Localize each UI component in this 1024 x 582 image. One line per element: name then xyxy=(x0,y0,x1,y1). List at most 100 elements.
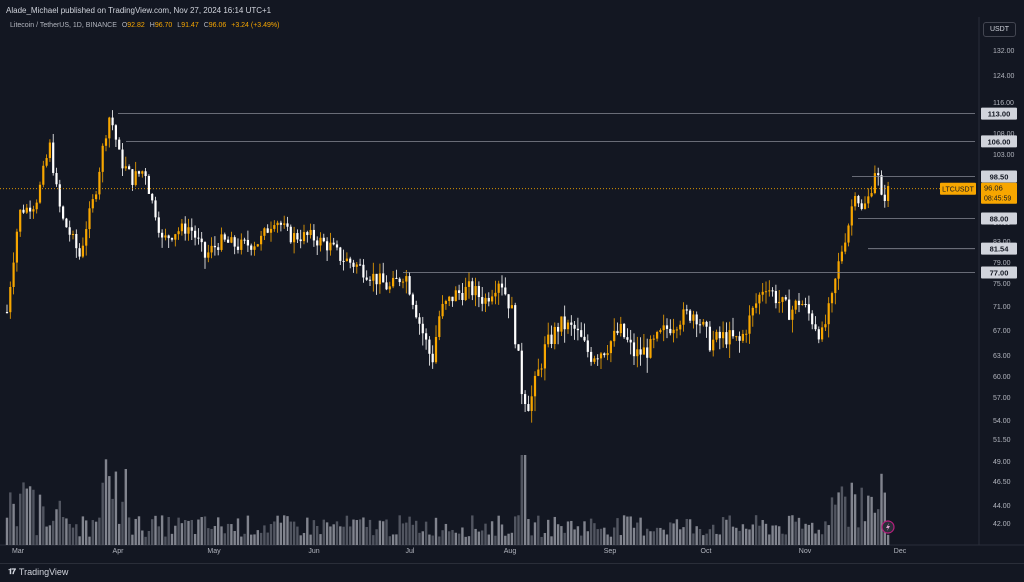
price-tick-label: 75.00 xyxy=(993,281,1011,288)
volume-bar xyxy=(124,469,127,545)
candle-body xyxy=(243,239,246,241)
candle-body xyxy=(78,248,81,257)
volume-bar xyxy=(758,525,761,545)
volume-bar xyxy=(236,518,240,545)
volume-bar xyxy=(48,525,52,545)
candle-body xyxy=(101,145,104,172)
price-chart[interactable]: 132.00124.00116.00108.00103.0095.0087.00… xyxy=(0,17,1024,564)
candle-body xyxy=(200,238,203,243)
candle-body xyxy=(626,337,629,340)
high-label: H xyxy=(149,22,155,29)
candle-body xyxy=(715,331,718,340)
candle-body xyxy=(448,296,451,302)
volume-bar xyxy=(391,534,395,545)
candle-body xyxy=(741,333,744,341)
volume-bar xyxy=(448,531,451,545)
candle-body xyxy=(854,195,857,207)
level-tag-label: 81.54 xyxy=(990,245,1010,254)
candle-body xyxy=(263,228,266,236)
symbol-name: Litecoin / TetherUS, 1D, BINANCE xyxy=(10,22,117,29)
volume-bar xyxy=(137,516,141,545)
candle-body xyxy=(708,326,711,351)
volume-bar xyxy=(61,517,65,545)
candle-body xyxy=(58,184,61,207)
volume-bar xyxy=(438,536,441,545)
candle-body xyxy=(764,291,768,293)
candle-body xyxy=(312,229,315,241)
candle-body xyxy=(194,230,197,238)
volume-bar xyxy=(880,473,883,545)
candle-body xyxy=(821,327,824,340)
symbol-tag-label: LTCUSDT xyxy=(942,187,974,194)
candle-body xyxy=(434,336,438,363)
volume-bar xyxy=(778,526,781,545)
volume-bar xyxy=(213,525,217,545)
volume-bar xyxy=(35,535,38,545)
candle-body xyxy=(873,173,876,194)
candle-body xyxy=(227,239,230,243)
tradingview-logo[interactable]: 𝟏𝟕 TradingView xyxy=(8,567,68,577)
volume-bar xyxy=(352,519,355,545)
volume-bar xyxy=(114,471,118,545)
countdown-label: 08:45:59 xyxy=(984,196,1011,203)
candle-body xyxy=(137,171,141,174)
candle-body xyxy=(269,228,273,233)
candle-body xyxy=(9,286,12,313)
volume-bar xyxy=(863,521,867,545)
volume-bar xyxy=(533,522,537,545)
volume-bar xyxy=(217,517,220,545)
tradingview-brand: TradingView xyxy=(18,567,69,577)
volume-bar xyxy=(65,518,68,545)
candle-body xyxy=(157,217,160,233)
volume-bar xyxy=(705,533,708,545)
volume-bar xyxy=(481,530,484,545)
candle-body xyxy=(75,233,78,249)
volume-bar xyxy=(563,532,566,545)
currency-button[interactable]: USDT xyxy=(982,22,1016,37)
volume-bar xyxy=(804,523,807,545)
candle-body xyxy=(867,196,870,204)
candle-body xyxy=(283,223,286,225)
volume-bar xyxy=(811,522,814,545)
price-tick-label: 63.00 xyxy=(993,353,1011,360)
volume-bar xyxy=(576,526,580,545)
candle-body xyxy=(672,329,675,334)
volume-bar xyxy=(830,497,834,545)
volume-bar xyxy=(71,527,75,545)
volume-bar xyxy=(174,525,177,545)
volume-bar xyxy=(415,520,418,545)
level-tag-label: 88.00 xyxy=(990,215,1009,224)
volume-bar xyxy=(827,525,830,545)
volume-bar xyxy=(75,524,78,545)
candle-body xyxy=(147,176,150,194)
volume-bar xyxy=(566,521,570,545)
volume-bar xyxy=(421,531,424,545)
candle-body xyxy=(712,339,715,351)
candle-body xyxy=(170,238,174,240)
volume-bar xyxy=(530,535,533,545)
price-tick-label: 51.50 xyxy=(993,437,1011,444)
volume-bar xyxy=(500,524,504,545)
chart-area[interactable]: 132.00124.00116.00108.00103.0095.0087.00… xyxy=(0,17,1024,564)
volume-bar xyxy=(537,515,540,545)
volume-bar xyxy=(540,536,543,545)
candle-body xyxy=(108,117,111,139)
candle-body xyxy=(45,158,48,166)
volume-bar xyxy=(101,482,104,545)
volume-bar xyxy=(520,455,523,545)
volume-bar xyxy=(457,533,461,545)
volume-bar xyxy=(847,526,850,545)
candle-body xyxy=(507,294,510,309)
volume-bar xyxy=(497,515,500,545)
candle-body xyxy=(418,317,421,324)
volume-bar xyxy=(477,531,481,545)
candle-body xyxy=(487,297,490,302)
candle-body xyxy=(279,222,282,225)
candle-body xyxy=(599,353,603,359)
level-tag-label: 113.00 xyxy=(988,110,1011,119)
volume-bar xyxy=(471,515,474,545)
candle-body xyxy=(382,273,385,283)
candle-body xyxy=(877,173,880,176)
volume-bar xyxy=(583,521,586,545)
price-tick-label: 46.50 xyxy=(993,479,1011,486)
